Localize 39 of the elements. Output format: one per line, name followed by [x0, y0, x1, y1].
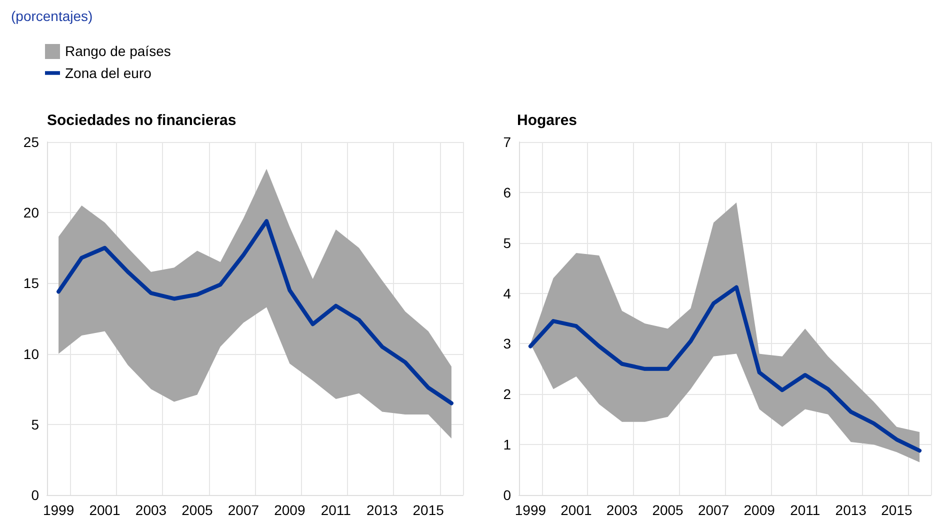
y-tick-label: 2 — [503, 386, 512, 402]
x-tick-label: 2015 — [881, 502, 912, 518]
x-tick-label: 2005 — [182, 502, 213, 518]
x-tick-label: 2013 — [835, 502, 867, 518]
x-tick-label: 2005 — [652, 502, 684, 518]
x-tick-label: 2003 — [606, 502, 638, 518]
x-tick-label: 2013 — [366, 502, 398, 518]
x-tick-label: 1999 — [514, 502, 546, 518]
chart-title: Sociedades no financieras — [47, 112, 236, 129]
x-tick-label: 2009 — [274, 502, 306, 518]
legend-label: Zona del euro — [65, 65, 152, 81]
x-tick-label: 2011 — [790, 502, 820, 518]
x-tick-label: 2009 — [744, 502, 776, 518]
y-tick-label: 20 — [23, 204, 40, 221]
y-tick-label: 15 — [23, 275, 40, 292]
y-tick-label: 6 — [503, 184, 512, 200]
y-tick-label: 7 — [503, 134, 512, 150]
x-tick-label: 1999 — [42, 502, 74, 518]
y-tick-label: 25 — [23, 134, 40, 150]
y-tick-label: 4 — [503, 285, 512, 302]
text: Rango de países — [65, 43, 171, 59]
x-tick-label: 2007 — [698, 502, 730, 518]
y-tick-label: 10 — [23, 346, 40, 362]
y-tick-label: 1 — [503, 436, 512, 453]
x-tick-label: 2003 — [135, 502, 167, 518]
y-tick-label: 5 — [31, 416, 40, 432]
chart-title: Hogares — [517, 112, 578, 129]
x-tick-label: 2011 — [320, 502, 352, 518]
x-tick-label: 2015 — [412, 502, 444, 518]
x-tick-label: 2007 — [228, 502, 260, 518]
x-tick-label: 2001 — [89, 502, 121, 518]
y-tick-label: 0 — [31, 487, 40, 503]
x-tick-label: 2001 — [560, 502, 592, 518]
y-tick-label: 5 — [503, 234, 512, 251]
line-series — [56, 219, 454, 406]
chart-subtitle: (porcentajes) — [11, 8, 93, 24]
line-series — [528, 285, 922, 453]
y-tick-label: 3 — [503, 336, 512, 352]
y-tick-label: 0 — [503, 487, 512, 503]
